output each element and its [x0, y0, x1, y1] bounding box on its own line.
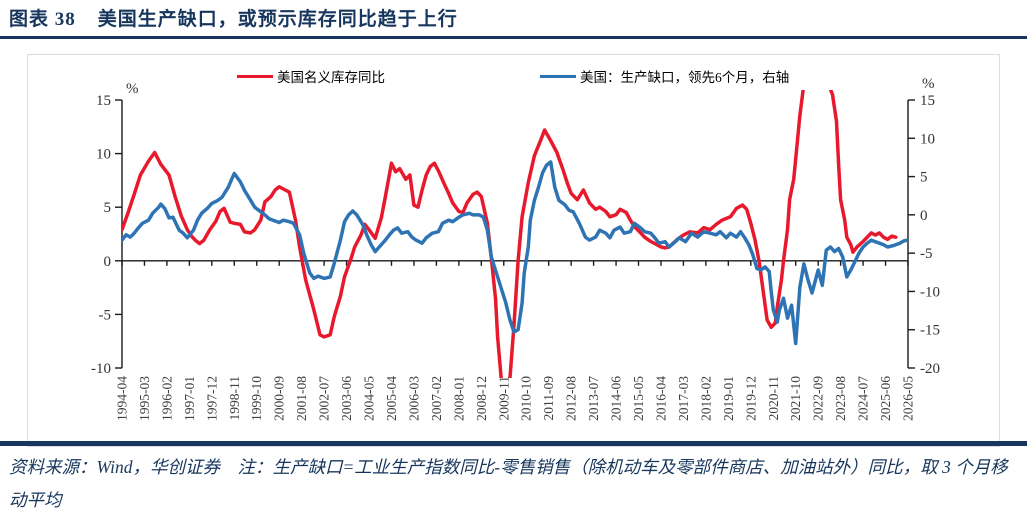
footer-divider — [0, 441, 1027, 446]
figure-title: 图表 38 美国生产缺口，或预示库存同比趋于上行 — [9, 4, 1019, 31]
legend-label-inventory: 美国名义库存同比 — [277, 70, 385, 85]
figure-number: 图表 38 — [9, 9, 76, 30]
title-divider — [0, 36, 1027, 39]
legend-item-inventory: 美国名义库存同比 — [237, 66, 385, 86]
chart-frame — [27, 54, 1000, 447]
legend-label-production-gap: 美国：生产缺口，领先6个月，右轴 — [580, 70, 790, 85]
source-note: 资料来源：Wind，华创证券 注：生产缺口=工业生产指数同比-零售销售（除机动车… — [9, 457, 1008, 510]
figure-title-text: 美国生产缺口，或预示库存同比趋于上行 — [97, 9, 458, 30]
legend-item-production-gap: 美国：生产缺口，领先6个月，右轴 — [540, 66, 789, 86]
red-line-swatch — [237, 74, 273, 78]
blue-line-swatch — [540, 74, 576, 78]
